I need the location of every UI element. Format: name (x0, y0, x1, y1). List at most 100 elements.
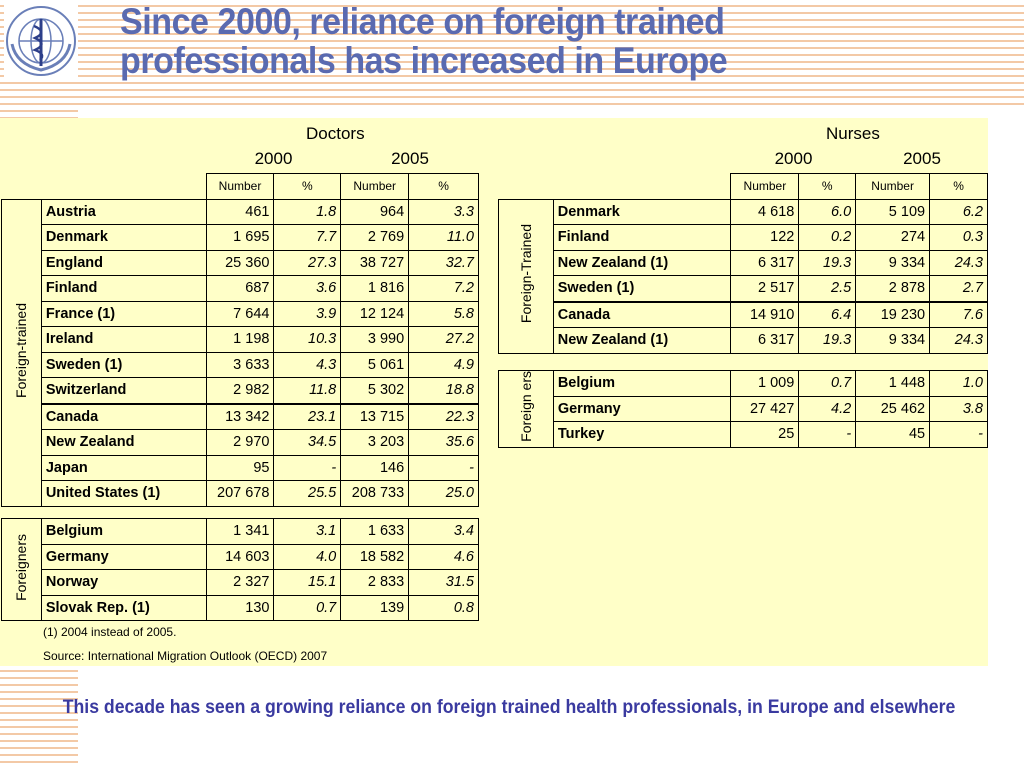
country-cell: Finland (40, 275, 207, 302)
country-cell: Switzerland (40, 377, 207, 404)
source-note: Source: International Migration Outlook … (43, 649, 328, 663)
number-2000-cell: 6 317 (730, 249, 800, 276)
number-2005-cell: 964 (340, 198, 410, 225)
percent-2000-cell: 6.4 (798, 300, 857, 328)
table-row: Sweden (1) 2 517 2.5 2 878 2.7 (499, 275, 988, 302)
country-cell: New Zealand (40, 429, 207, 456)
nurses-header: Nurses 2000 2005 (498, 122, 988, 171)
slide-title: Since 2000, reliance on foreign trained … (120, 2, 930, 80)
percent-2005-cell: 3.4 (408, 518, 479, 545)
percent-2000-cell: 11.8 (273, 377, 342, 404)
number-2000-cell: 6 317 (730, 327, 800, 354)
nurses-foreign-trained-table: Number % Number % Foreign-Trained Denmark… (498, 173, 988, 354)
percent-2000-cell: 10.3 (273, 326, 342, 353)
percent-2005-cell: 25.0 (408, 480, 479, 507)
doctors-foreigners-group-label-text: Foreigners (13, 534, 30, 601)
number-2005-cell: 5 109 (855, 198, 931, 225)
percent-2005-cell: 6.2 (929, 198, 988, 225)
number-2000-cell: 25 (730, 421, 800, 448)
percent-2000-cell: 0.7 (273, 594, 342, 621)
number-2005-cell: 1 633 (340, 518, 410, 545)
percent-2000-cell: 6.0 (798, 198, 857, 225)
percent-2000-cell: 19.3 (798, 249, 857, 276)
number-2000-cell: 1 009 (730, 370, 800, 397)
country-cell: France (1) (40, 300, 207, 327)
number-2000-cell: 7 644 (205, 300, 275, 327)
percent-2005-cell: 31.5 (408, 569, 479, 596)
country-cell: Ireland (40, 326, 207, 353)
percent-2005-cell: 24.3 (929, 249, 988, 276)
number-2005-cell: 18 582 (340, 543, 410, 570)
percent-2005-cell: 4.9 (408, 351, 479, 378)
number-2005-cell: 13 715 (340, 402, 410, 430)
percent-2000-cell: - (798, 421, 857, 448)
table-row: Ireland 1 198 10.3 3 990 27.2 (2, 326, 479, 353)
doctors-foreign-trained-table: Number % Number % Foreign-trained Austria… (1, 173, 479, 507)
table-row: Foreigners Belgium 1 341 3.1 1 633 3.4 (1, 518, 479, 621)
percent-2005-cell: 1.0 (929, 370, 988, 397)
number-2000-cell: 13 342 (205, 402, 275, 430)
number-2005-cell: 12 124 (340, 300, 410, 327)
doctors-col-pct-2000: % (273, 173, 342, 200)
number-2005-cell: 1 448 (855, 370, 931, 397)
number-2000-cell: 122 (730, 224, 800, 251)
country-cell: Canada (552, 300, 732, 328)
percent-2005-cell: 3.3 (408, 198, 479, 225)
percent-2005-cell: 22.3 (408, 402, 479, 430)
number-2000-cell: 1 341 (205, 518, 275, 545)
number-2005-cell: 5 061 (340, 351, 410, 378)
table-row: United States (1) 207 678 25.5 208 733 25.0 (2, 480, 479, 507)
doctors-col-number-2000: Number (205, 173, 275, 200)
number-2005-cell: 146 (340, 454, 410, 481)
nurses-col-pct-2005: % (929, 173, 988, 200)
number-2005-cell: 5 302 (340, 377, 410, 404)
country-cell: New Zealand (1) (552, 327, 732, 354)
country-cell: Slovak Rep. (1) (40, 594, 207, 621)
number-2005-cell: 3 990 (340, 326, 410, 353)
country-cell: Denmark (40, 224, 207, 251)
percent-2005-cell: 7.6 (929, 300, 988, 328)
number-2005-cell: 9 334 (855, 327, 931, 354)
number-2000-cell: 687 (205, 275, 275, 302)
percent-2005-cell: 4.6 (408, 543, 479, 570)
percent-2000-cell: 4.2 (798, 395, 857, 422)
table-row: Germany 14 603 4.0 18 582 4.6 (2, 543, 479, 570)
number-2000-cell: 1 198 (205, 326, 275, 353)
number-2005-cell: 2 833 (340, 569, 410, 596)
number-2000-cell: 95 (205, 454, 275, 481)
doctors-header: Doctors 2000 2005 (1, 122, 479, 171)
number-2000-cell: 3 633 (205, 351, 275, 378)
number-2005-cell: 38 727 (340, 249, 410, 276)
footer-statement: This decade has seen a growing reliance … (62, 697, 956, 718)
percent-2005-cell: 32.7 (408, 249, 479, 276)
percent-2000-cell: 27.3 (273, 249, 342, 276)
nurses-year-2005: 2005 (903, 148, 941, 168)
doctors-label: Doctors (306, 124, 365, 144)
table-row: France (1) 7 644 3.9 12 124 5.8 (2, 300, 479, 327)
percent-2000-cell: 3.9 (273, 300, 342, 327)
number-2005-cell: 25 462 (855, 395, 931, 422)
number-2005-cell: 45 (855, 421, 931, 448)
number-2005-cell: 2 878 (855, 275, 931, 302)
number-2000-cell: 2 517 (730, 275, 800, 302)
percent-2005-cell: 27.2 (408, 326, 479, 353)
title-line-2: professionals has increased in Europe (120, 40, 728, 81)
number-2000-cell: 2 970 (205, 429, 275, 456)
country-cell: Norway (40, 569, 207, 596)
percent-2005-cell: 35.6 (408, 429, 479, 456)
nurses-foreign-trained-group-label-text: Foreign-Trained (517, 224, 534, 324)
number-2000-cell: 207 678 (205, 480, 275, 507)
table-row: Foreign-Trained Denmark 4 618 6.0 5 109 6.2 (498, 198, 988, 354)
table-row: Japan 95-146- (2, 454, 479, 481)
number-2005-cell: 3 203 (340, 429, 410, 456)
number-2005-cell: 139 (340, 594, 410, 621)
country-cell: Japan (40, 454, 207, 481)
country-cell: Turkey (552, 421, 732, 448)
nurses-foreign-trained-group-label: Foreign-Trained (498, 198, 554, 354)
table-row: Turkey 25-45- (499, 421, 988, 448)
table-row: Slovak Rep. (1) 130 0.7 139 0.8 (2, 594, 479, 621)
nurses-col-pct-2000: % (798, 173, 857, 200)
table-row: New Zealand (1) 6 317 19.3 9 334 24.3 (499, 249, 988, 276)
number-2000-cell: 14 910 (730, 300, 800, 328)
doctors-foreign-trained-group-label: Foreign-trained (1, 198, 42, 507)
